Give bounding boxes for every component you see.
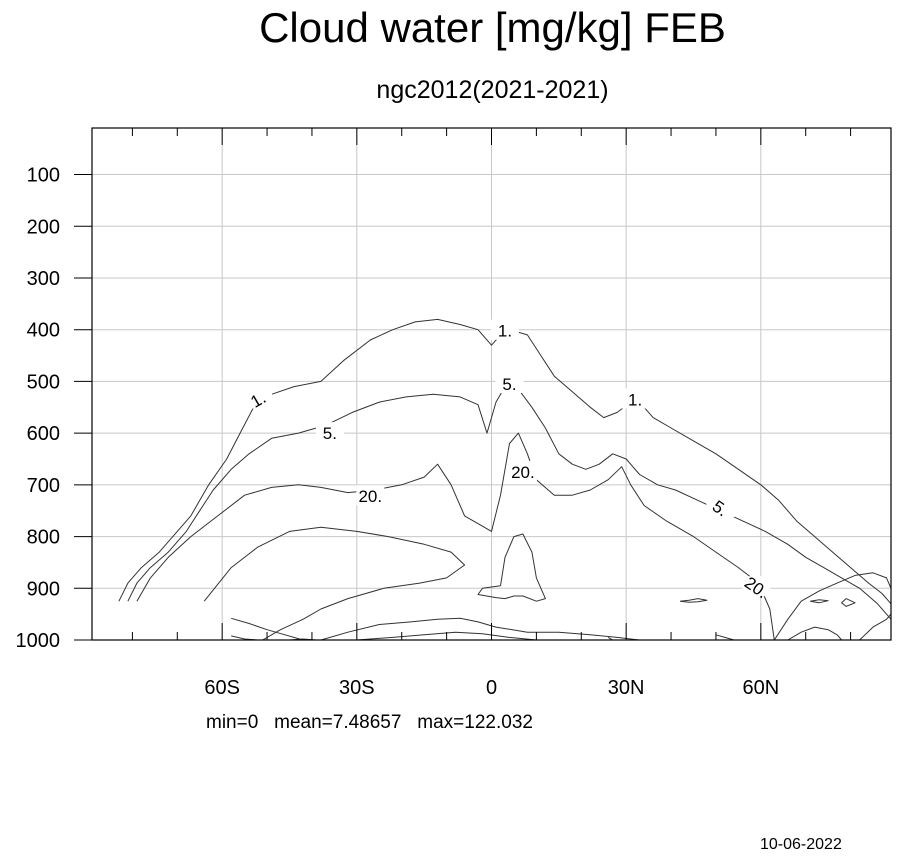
contour-label-bg — [706, 497, 735, 518]
contour-line — [320, 617, 640, 641]
y-tick-label: 1000 — [16, 630, 61, 652]
contour-lines — [118, 318, 892, 641]
contour-label: 1. — [628, 391, 642, 410]
contour-label: 5. — [323, 424, 337, 443]
contour-line — [231, 635, 259, 641]
x-tick-label: 60N — [742, 677, 779, 699]
y-tick-label: 900 — [27, 578, 60, 600]
contour-label: 5. — [502, 375, 516, 394]
contour-line — [787, 626, 842, 641]
contour-label: 20. — [358, 487, 382, 506]
stat-max: max=122.032 — [417, 712, 533, 733]
contour-line — [715, 634, 735, 641]
contour-line — [477, 533, 546, 602]
contour-line-1 — [118, 318, 892, 605]
contour-line — [231, 617, 304, 641]
stat-mean: mean=7.48657 — [274, 712, 402, 733]
contour-label-bg — [244, 388, 273, 409]
contour-line-20 — [136, 432, 775, 641]
grid-lines — [92, 128, 891, 640]
contour-label: 20. — [511, 463, 535, 482]
chart-subtitle: ngc2012(2021-2021) — [376, 76, 609, 104]
x-tick-label: 30N — [608, 677, 645, 699]
x-tick-label: 30S — [339, 677, 375, 699]
contour-labels: 1.1.1.5.5.5.20.20.20. — [244, 319, 771, 602]
y-tick-label: 100 — [27, 165, 60, 187]
y-tick-label: 200 — [27, 216, 60, 238]
contour-label-bg — [742, 576, 771, 597]
x-tick-label: 0 — [486, 677, 497, 699]
chart-title: Cloud water [mg/kg] FEB — [259, 4, 726, 51]
y-tick-label: 800 — [27, 527, 60, 549]
contour-label-bg — [356, 485, 385, 506]
contour-line — [679, 598, 708, 603]
y-tick-label: 500 — [27, 371, 60, 393]
contour-label-bg — [315, 422, 344, 443]
y-tick-label: 300 — [27, 268, 60, 290]
contour-label: 1. — [498, 322, 512, 341]
contour-line — [810, 599, 829, 604]
contour-label-bg — [508, 460, 537, 481]
y-tick-label: 400 — [27, 320, 60, 342]
contour-label-bg — [621, 388, 650, 409]
contour-line — [203, 526, 466, 641]
contour-line — [841, 598, 856, 607]
statistics-line: min=0 mean=7.48657 max=122.032 — [206, 712, 533, 734]
contour-label-bg — [490, 319, 519, 340]
stat-min: min=0 — [206, 712, 259, 733]
date-stamp: 10-06-2022 — [760, 836, 842, 853]
contour-line — [859, 613, 892, 641]
y-tick-label: 600 — [27, 423, 60, 445]
contour-line-5 — [127, 386, 892, 620]
axis-ticks: 60S 30S 0 30N 60N 100 200 300 400 500 600 700 800 900… — [16, 128, 852, 699]
contour-line — [356, 631, 537, 641]
contour-line — [773, 572, 892, 641]
y-tick-label: 700 — [27, 475, 60, 497]
x-tick-label: 60S — [204, 677, 240, 699]
contour-label-bg — [495, 373, 524, 393]
